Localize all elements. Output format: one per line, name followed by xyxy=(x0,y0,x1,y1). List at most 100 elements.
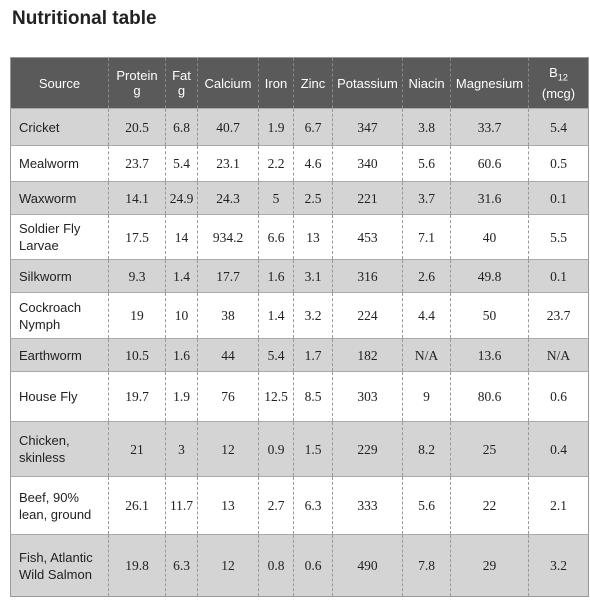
header-row: Source Protein g Fat g Calcium Iron Zinc Potassi… xyxy=(10,57,589,109)
header-text: Fat xyxy=(172,68,191,83)
value-cell: 11.7 xyxy=(165,476,198,535)
value-cell: 7.8 xyxy=(402,534,451,597)
value-cell: 19 xyxy=(108,292,166,339)
header-cell: Zinc xyxy=(293,57,333,109)
value-cell: 24.9 xyxy=(165,181,198,215)
nutrition-table: Source Protein g Fat g Calcium Iron Zinc Potassi… xyxy=(10,57,589,597)
value-cell: 5 xyxy=(258,181,294,215)
value-cell: 12.5 xyxy=(258,371,294,422)
value-cell: 17.7 xyxy=(197,259,259,293)
header-text: Potassium xyxy=(337,75,398,91)
value-cell: 14.1 xyxy=(108,181,166,215)
value-cell: 1.9 xyxy=(165,371,198,422)
value-cell: 26.1 xyxy=(108,476,166,535)
value-cell: 24.3 xyxy=(197,181,259,215)
value-cell: 316 xyxy=(332,259,403,293)
value-cell: 14 xyxy=(165,214,198,260)
value-cell: 19.7 xyxy=(108,371,166,422)
value-cell: 347 xyxy=(332,108,403,146)
source-cell: Mealworm xyxy=(10,145,109,182)
title: Nutritional table xyxy=(12,8,157,29)
table-row: Cockroach Nymph 19 10 38 1.4 3.2 224 4.4 50 23.7 xyxy=(10,292,589,339)
header-text: Iron xyxy=(264,75,288,91)
table-row: House Fly 19.7 1.9 76 12.5 8.5 303 9 80.6 0.6 xyxy=(10,371,589,422)
source-cell: Fish, Atlantic Wild Salmon xyxy=(10,534,109,597)
source-cell: Earthworm xyxy=(10,338,109,372)
header-subscript: 12 xyxy=(557,72,568,83)
value-cell: 10.5 xyxy=(108,338,166,372)
value-cell: 0.4 xyxy=(528,421,589,477)
value-cell: 182 xyxy=(332,338,403,372)
value-cell: 1.5 xyxy=(293,421,333,477)
value-cell: 0.6 xyxy=(528,371,589,422)
value-cell: 1.6 xyxy=(258,259,294,293)
value-cell: 490 xyxy=(332,534,403,597)
value-cell: 6.3 xyxy=(165,534,198,597)
header-text: g xyxy=(133,83,141,98)
value-cell: 0.1 xyxy=(528,181,589,215)
value-cell: 3.2 xyxy=(293,292,333,339)
value-cell: 60.6 xyxy=(450,145,529,182)
value-cell: 303 xyxy=(332,371,403,422)
value-cell: 49.8 xyxy=(450,259,529,293)
source-cell: Soldier Fly Larvae xyxy=(10,214,109,260)
value-cell: 22 xyxy=(450,476,529,535)
value-cell: 0.5 xyxy=(528,145,589,182)
value-cell: N/A xyxy=(528,338,589,372)
header-cell: Iron xyxy=(258,57,294,109)
value-cell: 3.1 xyxy=(293,259,333,293)
value-cell: 0.9 xyxy=(258,421,294,477)
value-cell: 12 xyxy=(197,421,259,477)
value-cell: 5.4 xyxy=(258,338,294,372)
value-cell: 13.6 xyxy=(450,338,529,372)
value-cell: 13 xyxy=(293,214,333,260)
value-cell: 1.9 xyxy=(258,108,294,146)
value-cell: 31.6 xyxy=(450,181,529,215)
value-cell: 1.4 xyxy=(165,259,198,293)
table-row: Soldier Fly Larvae 17.5 14 934.2 6.6 13 453 7.1… xyxy=(10,214,589,260)
value-cell: 1.6 xyxy=(165,338,198,372)
value-cell: 23.7 xyxy=(108,145,166,182)
value-cell: 6.7 xyxy=(293,108,333,146)
value-cell: 5.6 xyxy=(402,145,451,182)
value-cell: 4.4 xyxy=(402,292,451,339)
value-cell: 33.7 xyxy=(450,108,529,146)
table-row: Earthworm 10.5 1.6 44 5.4 1.7 182 N/A 13.6 N/A xyxy=(10,338,589,372)
value-cell: 8.5 xyxy=(293,371,333,422)
value-cell: 0.1 xyxy=(528,259,589,293)
source-cell: Cockroach Nymph xyxy=(10,292,109,339)
value-cell: 29 xyxy=(450,534,529,597)
value-cell: 5.4 xyxy=(528,108,589,146)
value-cell: 9 xyxy=(402,371,451,422)
value-cell: 23.7 xyxy=(528,292,589,339)
header-text: Niacin xyxy=(408,75,445,91)
header-cell: Calcium xyxy=(197,57,259,109)
value-cell: 2.6 xyxy=(402,259,451,293)
value-cell: 9.3 xyxy=(108,259,166,293)
value-cell: 2.7 xyxy=(258,476,294,535)
source-cell: House Fly xyxy=(10,371,109,422)
value-cell: 7.1 xyxy=(402,214,451,260)
source-cell: Chicken, skinless xyxy=(10,421,109,477)
table-row: Silkworm 9.3 1.4 17.7 1.6 3.1 316 2.6 49.8 0.1 xyxy=(10,259,589,293)
value-cell: 1.4 xyxy=(258,292,294,339)
value-cell: 80.6 xyxy=(450,371,529,422)
value-cell: 8.2 xyxy=(402,421,451,477)
table-row: Cricket 20.5 6.8 40.7 1.9 6.7 347 3.8 33.7 5.4 xyxy=(10,108,589,146)
value-cell: 5.5 xyxy=(528,214,589,260)
value-cell: N/A xyxy=(402,338,451,372)
header-text: Protein xyxy=(116,68,158,83)
value-cell: 224 xyxy=(332,292,403,339)
value-cell: 44 xyxy=(197,338,259,372)
source-cell: Silkworm xyxy=(10,259,109,293)
header-text: (mcg) xyxy=(541,85,576,101)
value-cell: 25 xyxy=(450,421,529,477)
value-cell: 38 xyxy=(197,292,259,339)
value-cell: 229 xyxy=(332,421,403,477)
value-cell: 3.8 xyxy=(402,108,451,146)
value-cell: 3.2 xyxy=(528,534,589,597)
header-cell: Protein g xyxy=(108,57,166,109)
header-cell: Magnesium xyxy=(450,57,529,109)
value-cell: 6.8 xyxy=(165,108,198,146)
